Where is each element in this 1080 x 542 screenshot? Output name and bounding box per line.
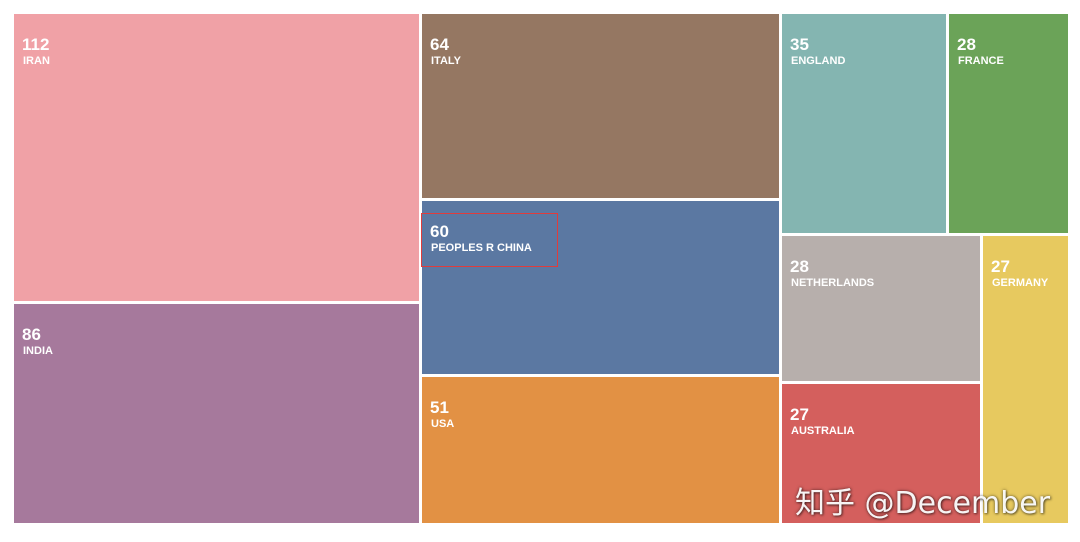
tile-value-india: 86 (22, 325, 41, 344)
tile-label-italy: ITALY (431, 55, 461, 67)
tile-value-usa: 51 (430, 398, 449, 417)
treemap-tile-australia: 27 AUSTRALIA (782, 384, 980, 523)
treemap-tile-england: 35 ENGLAND (782, 14, 946, 233)
tile-label-england: ENGLAND (791, 55, 846, 67)
tile-label-india: INDIA (23, 345, 53, 357)
tile-value-peoples-r-china: 60 (430, 222, 449, 241)
tile-label-france: FRANCE (958, 55, 1004, 67)
treemap-tile-usa: 51 USA (422, 377, 779, 523)
tile-label-iran: IRAN (23, 55, 50, 67)
treemap-tile-netherlands: 28 NETHERLANDS (782, 236, 980, 381)
tile-value-italy: 64 (430, 35, 449, 54)
treemap-tile-germany: 27 GERMANY (983, 236, 1068, 523)
treemap-tile-italy: 64 ITALY (422, 14, 779, 198)
tile-value-netherlands: 28 (790, 257, 809, 276)
treemap-tile-peoples-r-china: 60 PEOPLES R CHINA (422, 201, 779, 374)
tile-value-australia: 27 (790, 405, 809, 424)
tile-label-usa: USA (431, 418, 455, 430)
tile-label-peoples-r-china: PEOPLES R CHINA (431, 242, 532, 254)
tile-label-netherlands: NETHERLANDS (791, 277, 875, 289)
tile-value-iran: 112 (22, 35, 50, 54)
tile-label-germany: GERMANY (992, 277, 1049, 289)
tile-value-germany: 27 (991, 257, 1010, 276)
treemap-tile-france: 28 FRANCE (949, 14, 1068, 233)
tile-value-england: 35 (790, 35, 809, 54)
tile-label-australia: AUSTRALIA (791, 425, 855, 437)
tile-value-france: 28 (957, 35, 976, 54)
treemap-tile-iran: 112 IRAN (14, 14, 419, 301)
treemap-tile-india: 86 INDIA (14, 304, 419, 523)
watermark: 知乎 @December (795, 486, 1051, 521)
